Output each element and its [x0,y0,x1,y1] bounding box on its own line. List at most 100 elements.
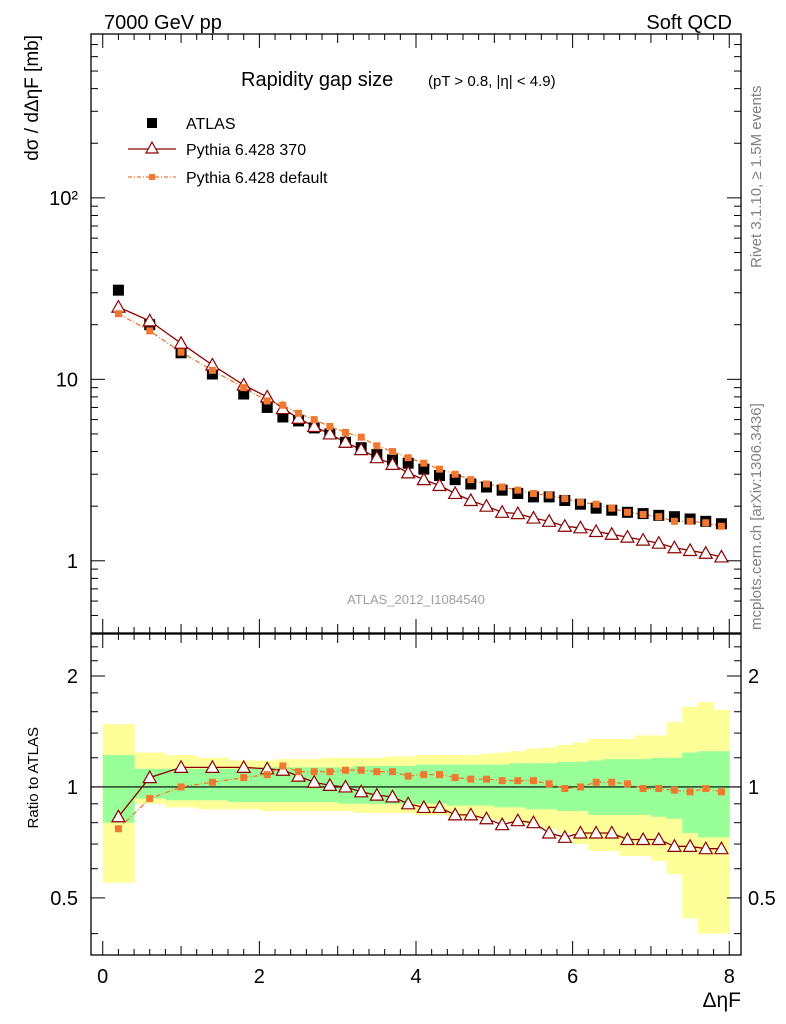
pythia-default-point [514,486,522,494]
pythia-default-point [529,489,537,497]
ratio-pythia-370-point [142,769,158,784]
ratio-pythia-370-point [698,840,714,855]
pythia-370-point [682,542,698,557]
ratio-y-axis-label: Ratio to ATLAS [25,727,42,828]
pythia-default-point [263,397,271,405]
ratio-pythia-370-point [604,825,620,839]
ratio-pythia-default-point [279,762,287,770]
ratio-y-tick-label-left: 2 [67,666,78,688]
ratio-pythia-370-point [541,825,557,839]
ratio-pythia-370-point [447,807,463,821]
main-y-tick-label: 1 [67,551,78,573]
main-y-axis-label: dσ / dΔηF [mb] [22,35,43,161]
x-tick-label: 0 [97,966,108,988]
pythia-370-point [698,545,714,559]
pythia-370-point [604,526,620,540]
pythia-default-point [357,433,365,441]
stat-uncertainty-bin [228,768,260,803]
pythia-default-point [404,454,412,462]
pythia-370-point [666,540,682,554]
pythia-370-point [322,426,338,440]
pythia-default-point [576,498,584,506]
ratio-pythia-370-point [416,799,432,814]
ratio-pythia-370-point [494,816,510,831]
stat-uncertainty-bin [697,751,715,838]
ratio-pythia-370-point [110,809,126,823]
pythia-default-point [686,517,694,525]
ratio-pythia-370-point [431,799,448,814]
legend-marker-pythia-370 [144,140,160,154]
atlas-point [112,284,124,296]
axis-ticks [91,33,741,955]
ratio-pythia-370-point [322,777,338,791]
pythia-default-point [592,500,600,508]
ratio-pythia-default-point [326,768,334,776]
stat-uncertainty-bin [525,763,542,810]
stat-uncertainty-bin [447,764,464,806]
ratio-pythia-370-point [557,829,573,843]
pythia-370-point [713,549,729,563]
ratio-pythia-default-point [404,772,412,780]
ratio-pythia-default-point [608,778,616,786]
process-label: Soft QCD [646,12,732,34]
stat-uncertainty-bin [431,764,448,804]
ratio-pythia-default-point [420,771,428,779]
energy-label: 7000 GeV pp [104,12,222,34]
pythia-default-point [702,519,710,527]
pythia-370-point [291,410,307,424]
stat-uncertainty-bin [384,765,401,804]
pythia-default-point [310,416,318,424]
pythia-default-point [561,495,569,503]
legend-label-pythia-default: Pythia 6.428 default [186,170,328,187]
stat-uncertainty-bin [259,767,276,803]
ratio-pythia-default-point [177,783,185,791]
ratio-pythia-default-point [686,788,694,796]
ratio-pythia-default-point [482,775,490,783]
ratio-pythia-370-point [478,810,495,825]
x-axis-label: ΔηF [702,989,741,1012]
pythia-370-point [142,313,158,327]
stat-uncertainty-bin [416,764,433,804]
pythia-370-point [447,485,463,500]
ratio-pythia-default-point [373,768,381,776]
ratio-pythia-default-point [114,825,122,833]
pythia-370-point [369,449,385,464]
ratio-pythia-default-point [670,786,678,794]
ratio-pythia-370-point [635,831,651,846]
ratio-pythia-default-point [529,777,537,785]
atlas-point [261,401,273,413]
x-tick-label: 6 [567,966,578,988]
pythia-370-point [306,418,322,433]
ratio-pythia-default-point [467,775,475,783]
ratio-pythia-default-point [655,785,663,793]
ratio-pythia-default-point [561,785,569,793]
ratio-y-tick-label-right: 1 [748,777,759,799]
pythia-370-point [525,510,541,524]
stat-uncertainty-bin [494,764,511,808]
ratio-y-tick-label-left: 1 [67,777,78,799]
ratio-pythia-370-point [204,759,220,773]
pythia-default-point [420,459,428,467]
x-tick-label: 8 [724,966,735,988]
ratio-pythia-370-point [384,789,401,803]
legend-marker-atlas [147,118,157,128]
x-tick-label: 2 [254,966,265,988]
pythia-370-point [651,535,667,549]
ratio-pythia-default-point [451,774,459,782]
atlas-point [206,368,218,380]
ratio-pythia-370-point [651,831,667,846]
pythia-default-point [498,483,506,491]
stat-uncertainty-bin [462,764,480,806]
atlas-point [433,470,445,482]
pythia-default-point [342,428,350,436]
pythia-default-point [467,476,475,484]
pythia-default-point [240,384,248,392]
ratio-pythia-370-point [275,762,291,776]
chart-subtitle: (pT > 0.8, |η| < 4.9) [428,73,556,90]
pythia-370-point [463,492,479,507]
ratio-pythia-370-point [666,838,682,852]
ratio-pythia-default-point [592,778,600,786]
ratio-y-tick-label-right: 0.5 [748,888,776,910]
ratio-pythia-370-point [572,825,588,839]
ratio-pythia-370-point [353,784,369,798]
